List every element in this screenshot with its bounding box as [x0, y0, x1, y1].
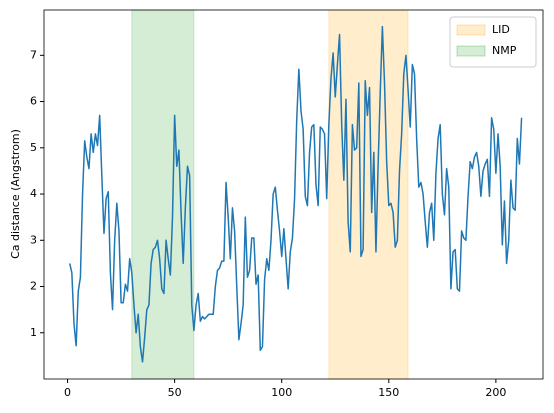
x-tick-label: 0 — [64, 386, 71, 399]
shaded-region — [131, 9, 195, 380]
y-tick-label: 4 — [30, 187, 37, 200]
y-tick-label: 1 — [30, 326, 37, 339]
x-tick-label: 150 — [378, 386, 399, 399]
x-tick-label: 100 — [271, 386, 292, 399]
y-axis-label: Ca distance (Angstrom) — [9, 129, 22, 259]
legend-box — [449, 16, 537, 68]
legend-swatch — [456, 45, 486, 57]
data-line — [68, 25, 523, 363]
shaded-region — [328, 9, 409, 380]
plot-frame — [43, 9, 544, 380]
y-tick-label: 2 — [30, 280, 37, 293]
y-tick-label: 7 — [30, 48, 37, 61]
x-tick-label: 200 — [485, 386, 506, 399]
y-tick-label: 3 — [30, 233, 37, 246]
legend-label: LID — [492, 23, 510, 36]
x-tick-label: 50 — [168, 386, 182, 399]
legend-label: NMP — [492, 44, 517, 57]
y-tick-label: 6 — [30, 95, 37, 108]
legend-swatch — [456, 24, 486, 36]
y-tick-label: 5 — [30, 141, 37, 154]
